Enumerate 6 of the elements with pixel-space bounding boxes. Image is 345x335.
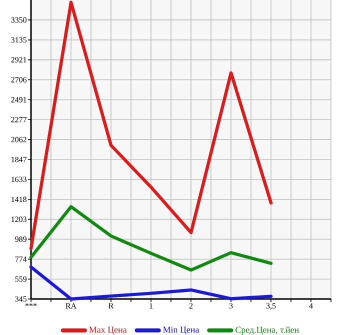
line-series <box>29 265 273 301</box>
line-series <box>29 0 273 250</box>
legend-label: Min Цена <box>163 326 200 335</box>
legend-label: Сред.Цена, т.йен <box>236 326 299 335</box>
legend-label: Max Цена <box>89 326 127 335</box>
line-series <box>29 205 273 272</box>
